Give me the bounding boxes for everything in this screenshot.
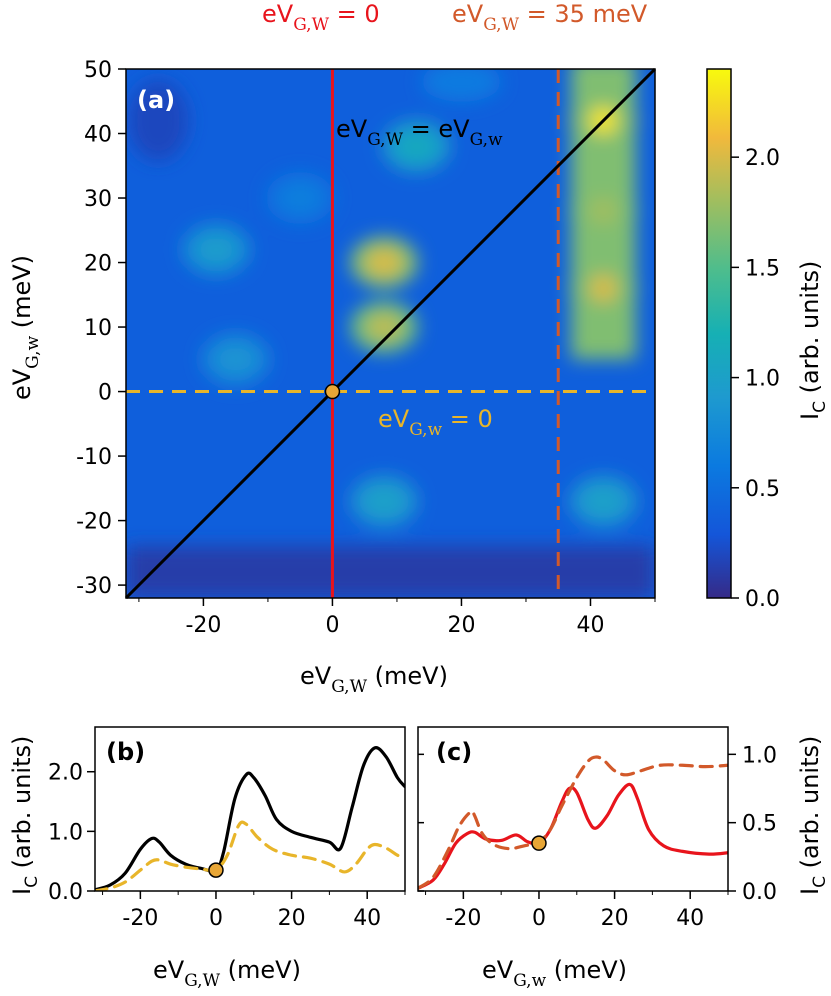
heatmap-peak-core <box>589 196 618 225</box>
series-line-0 <box>418 782 728 890</box>
series-line-0 <box>95 746 405 891</box>
heatmap-peak <box>398 132 435 161</box>
panel-b-frame <box>94 726 406 892</box>
heatmap-field <box>126 69 655 598</box>
x-tick-label: 40 <box>576 613 604 638</box>
x-tick-label: -20 <box>122 906 158 931</box>
heatmap-peak <box>585 487 622 516</box>
panel-c-label: (c) <box>436 738 472 766</box>
y-tick-label: 50 <box>84 58 112 83</box>
heatmap-peak <box>366 487 403 516</box>
x-tick-label: 40 <box>676 906 704 931</box>
panel-a-xlabel: eVG,W (meV) <box>300 662 448 697</box>
panel-c-frame <box>417 726 729 892</box>
panel-c-xlabel: eVG,w (meV) <box>482 956 627 991</box>
orange-line-label: eVG,W = 35 meV <box>452 0 648 35</box>
heatmap-peak-core <box>589 274 618 303</box>
diagonal-guide-line <box>124 67 657 600</box>
colorbar-tick-label: 1.0 <box>745 367 780 392</box>
x-tick-label: -20 <box>445 906 481 931</box>
panel-a-label: (a) <box>137 86 175 114</box>
horizontal-annotation: eVG,w = 0 <box>378 405 493 440</box>
panel-b: -20 0 20 40 0.0 1.0 2.0 (b) eVG,W (meV) IC (ar… <box>8 726 406 991</box>
y-tick-label: 1.0 <box>48 820 83 845</box>
panel-a: -20 0 20 40 -30 -20 -10 0 10 20 30 40 50 (a) eVG,W =… <box>8 58 657 697</box>
panel-b-ylabel: IC (arb. units) <box>8 736 42 895</box>
x-tick-label: 40 <box>353 906 381 931</box>
y-tick-label: 1.0 <box>742 743 777 768</box>
panel-c: -20 0 20 40 0.0 0.5 1.0 (c) eVG,w (meV) IC (ar… <box>417 726 830 991</box>
x-tick-label: 20 <box>601 906 629 931</box>
heatmap-low-region <box>421 69 502 102</box>
colorbar-tick-label: 2.0 <box>745 146 780 171</box>
heatmap-peak <box>198 235 235 264</box>
x-tick-label: 20 <box>447 613 475 638</box>
y-tick-label: 40 <box>84 123 112 148</box>
x-tick-label: 0 <box>532 906 546 931</box>
colorbar-tick-label: 0.5 <box>745 477 780 502</box>
panel-c-ylabel: IC (arb. units) <box>796 736 830 895</box>
colorbar-gradient <box>706 68 732 599</box>
y-tick-label: 10 <box>84 316 112 341</box>
x-tick-label: 20 <box>278 906 306 931</box>
y-tick-label: 0.5 <box>742 812 777 837</box>
y-tick-label: -10 <box>76 445 112 470</box>
heatmap-peak <box>366 248 403 277</box>
heatmap-low-region <box>128 80 189 161</box>
y-tick-label: 0.0 <box>742 880 777 905</box>
y-tick-label: -30 <box>76 574 112 599</box>
origin-marker <box>324 383 341 400</box>
colorbar-label: IC (arb. units) <box>796 261 830 420</box>
colorbar: 0.0 0.5 1.0 1.5 2.0 IC (arb. units) <box>706 68 830 612</box>
origin-marker <box>208 862 224 878</box>
panel-a-frame <box>125 68 656 599</box>
y-tick-label: -20 <box>76 510 112 535</box>
panel-b-xlabel: eVG,W (meV) <box>153 956 301 991</box>
x-tick-label: -20 <box>185 613 221 638</box>
y-tick-label: 2.0 <box>48 761 83 786</box>
heatmap-peak <box>366 313 403 342</box>
y-tick-label: 20 <box>84 252 112 277</box>
panel-a-ylabel: eVG,w (meV) <box>8 255 43 400</box>
heatmap-peak <box>217 345 254 374</box>
series-line-1 <box>95 820 405 891</box>
y-tick-label: 30 <box>84 187 112 212</box>
heatmap-low-band-bottom <box>126 546 655 598</box>
y-tick-label: 0 <box>98 381 112 406</box>
origin-marker <box>531 835 547 851</box>
diagonal-annotation: eVG,W = eVG,w <box>336 115 503 150</box>
colorbar-tick-label: 0.0 <box>745 587 780 612</box>
colorbar-tick-label: 1.5 <box>745 256 780 281</box>
series-line-1 <box>418 755 728 890</box>
red-line-label: eVG,W = 0 <box>262 0 380 35</box>
heatmap-peak <box>282 184 319 213</box>
y-tick-label: 0.0 <box>48 880 83 905</box>
x-tick-label: 0 <box>209 906 223 931</box>
panel-b-label: (b) <box>106 738 145 766</box>
x-tick-label: 0 <box>325 613 339 638</box>
